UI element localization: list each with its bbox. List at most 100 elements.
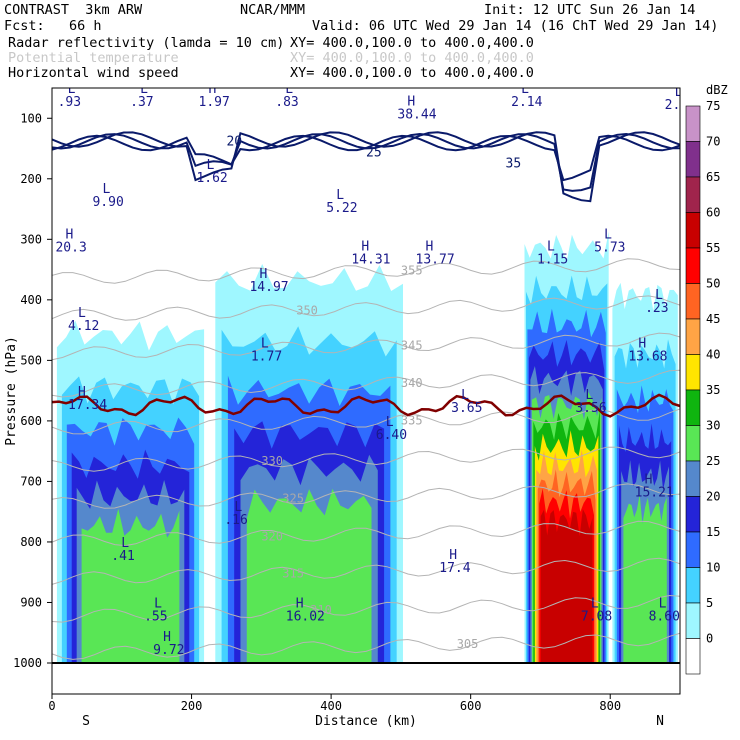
extremum-value: .55	[144, 610, 167, 625]
x-tick-label: 800	[599, 699, 621, 713]
colorbar-level-label: 15	[706, 525, 720, 539]
extremum-value: 9.72	[153, 643, 184, 658]
extremum-type: L	[68, 82, 76, 97]
colorbar-swatch-5	[685, 602, 701, 639]
extremum-value: .16	[224, 513, 247, 528]
extremum-type: L	[655, 288, 663, 303]
theta-contour-355	[52, 258, 680, 284]
extremum-type: L	[675, 85, 683, 100]
extremum-high: H16.02	[286, 597, 325, 625]
extremum-value: 5.22	[326, 201, 357, 216]
theta-label-330: 330	[261, 454, 283, 468]
extremum-type: H	[163, 630, 171, 645]
colorbar-level-label: 65	[706, 170, 720, 184]
colorbar-swatch-55	[685, 247, 701, 284]
colorbar-swatch-70	[685, 141, 701, 178]
extremum-value: 14.31	[351, 253, 390, 268]
extremum-value: 15.21	[635, 486, 674, 501]
extremum-type: L	[285, 82, 293, 97]
extremum-low: L.16	[224, 500, 247, 528]
extremum-low: L1.62	[196, 158, 227, 186]
extremum-high: H17.4	[439, 548, 470, 576]
extremum-type: H	[209, 82, 217, 97]
extremum-high: H14.31	[351, 240, 390, 268]
theta-label-315: 315	[282, 566, 304, 580]
extremum-low: L.83	[275, 82, 298, 110]
extremum-value: .93	[58, 95, 81, 110]
theta-label-345: 345	[401, 338, 423, 352]
plot-frame	[51, 87, 681, 695]
extremum-value: .83	[275, 95, 298, 110]
extremum-type: L	[140, 82, 148, 97]
extremum-value: 3.65	[451, 401, 482, 416]
extremum-low: L.93	[58, 82, 81, 110]
extremum-value: 13.68	[628, 349, 667, 364]
y-tick-label: 800	[20, 535, 42, 549]
wind-contour-20	[52, 131, 680, 203]
colorbar-swatch-35	[685, 389, 701, 426]
y-tick-label: 100	[20, 111, 42, 125]
field-theta-name: Potential temperature	[8, 50, 179, 66]
extremum-type: H	[361, 240, 369, 255]
extremum-value: .41	[111, 549, 134, 564]
extremum-low: L7.08	[581, 597, 612, 625]
x-end-label-right: N	[656, 714, 664, 729]
theta-label-305: 305	[457, 637, 479, 651]
extremum-high: H13.77	[416, 240, 455, 268]
extremum-type: L	[154, 597, 162, 612]
extremum-value: 1.62	[196, 171, 227, 186]
extremum-value: .37	[130, 95, 153, 110]
colorbar-swatch-0	[685, 638, 701, 675]
extremum-type: H	[645, 473, 653, 488]
x-end-label-left: S	[82, 714, 90, 729]
extremum-high: H17.34	[68, 385, 107, 413]
field-reflectivity-xy: XY= 400.0,100.0 to 400.0,400.0	[290, 35, 534, 51]
zero-dbz-line	[52, 393, 680, 418]
extremum-type: L	[234, 500, 242, 515]
model-title: CONTRAST 3km ARW	[4, 2, 143, 18]
extremum-type: H	[296, 597, 304, 612]
extremum-type: H	[407, 94, 415, 109]
extremum-type: H	[426, 240, 434, 255]
colorbar-swatch-65	[685, 176, 701, 213]
theta-label-350: 350	[296, 303, 318, 317]
theta-label-355: 355	[401, 263, 423, 277]
y-axis-label: Pressure (hPa)	[4, 336, 19, 446]
y-tick-label: 900	[20, 595, 42, 609]
init-time: Init: 12 UTC Sun 26 Jan 14	[484, 2, 696, 18]
extremum-type: L	[121, 536, 129, 551]
extremum-type: L	[336, 188, 344, 203]
colorbar-level-label: 75	[706, 99, 720, 113]
extremum-low: L6.40	[376, 415, 407, 443]
y-tick-label: 500	[20, 353, 42, 367]
extremum-value: 38.44	[397, 107, 436, 122]
extremum-value: 8.60	[649, 610, 680, 625]
theta-label-325: 325	[282, 491, 304, 505]
extremum-low: L.23	[645, 288, 668, 316]
colorbar-level-label: 5	[706, 596, 713, 610]
wind-label-25: 25	[366, 145, 382, 160]
colorbar-swatch-15	[685, 531, 701, 568]
colorbar-swatch-10	[685, 567, 701, 604]
colorbar-swatch-30	[685, 425, 701, 462]
extremum-low: L4.12	[68, 306, 99, 334]
extremum-type: H	[259, 267, 267, 282]
extremum-high: H14.97	[249, 267, 288, 295]
colorbar-swatch-60	[685, 212, 701, 249]
wind-label-35: 35	[506, 156, 522, 171]
wind-contour-35	[52, 134, 680, 182]
extremum-type: L	[585, 388, 593, 403]
extremum-value: 7.08	[581, 610, 612, 625]
reflectivity-band-30dbz	[81, 508, 180, 663]
extremum-value: 14.97	[249, 280, 288, 295]
extremum-low: L5.22	[326, 188, 357, 216]
extremum-low: L8.60	[649, 597, 680, 625]
extremum-value: .23	[645, 301, 668, 316]
colorbar-level-label: 70	[706, 135, 720, 149]
colorbar-level-label: 10	[706, 561, 720, 575]
theta-contour-325	[52, 483, 680, 509]
extremum-type: L	[261, 336, 269, 351]
theta-contour-320	[52, 520, 680, 547]
axes: 100 200 300 400 500 600 700 800 900 1000 0 200 400 60…	[4, 111, 664, 729]
